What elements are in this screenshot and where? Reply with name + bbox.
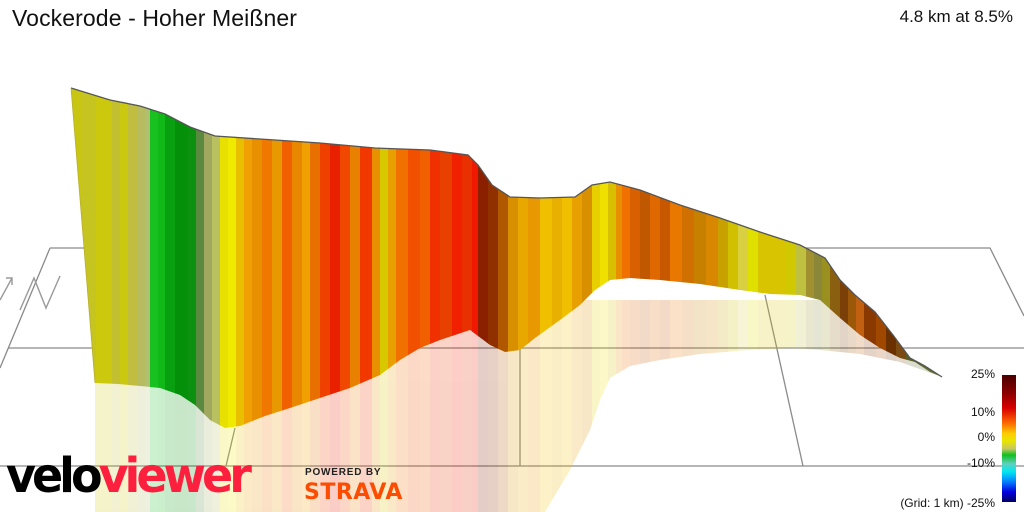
segment-stats: 4.8 km at 8.5% — [899, 7, 1013, 26]
north-arrow-icon — [0, 275, 61, 311]
legend-label-0: 0% — [977, 430, 995, 444]
legend-label-minus10: -10% — [966, 456, 995, 470]
gradient-color-bar — [1002, 375, 1016, 502]
legend-label-minus25-grid: (Grid: 1 km) -25% — [900, 496, 995, 510]
page-title: Vockerode - Hoher Meißner — [12, 5, 298, 31]
logo-velo: velo — [6, 446, 103, 504]
strava-logo[interactable]: STRAVA — [304, 480, 403, 505]
logo-viewer: viewer — [98, 446, 252, 504]
powered-by-label: POWERED BY — [305, 467, 382, 478]
legend-label-25: 25% — [970, 367, 995, 381]
veloviewer-logo[interactable]: veloviewer — [6, 451, 252, 499]
legend-label-10: 10% — [970, 405, 995, 419]
